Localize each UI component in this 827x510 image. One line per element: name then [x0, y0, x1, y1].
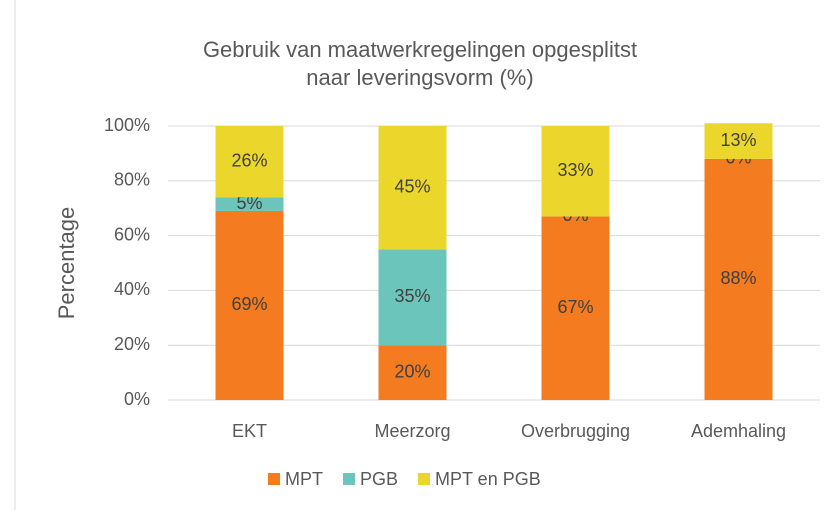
bar-segment: [378, 345, 447, 400]
legend-label: MPT: [285, 469, 323, 489]
chart-title: Gebruik van maatwerkregelingen opgesplit…: [202, 37, 638, 90]
bar-segment: [704, 123, 773, 159]
data-label: 69%: [231, 294, 267, 314]
data-label: 88%: [720, 268, 756, 288]
legend-label: PGB: [360, 469, 398, 489]
bar-segment: [541, 216, 610, 400]
data-label: 67%: [557, 297, 593, 317]
bar-segment: [704, 158, 773, 400]
data-label: 45%: [394, 176, 430, 196]
x-tick-label: Meerzorg: [374, 421, 450, 441]
bar-segment: [378, 126, 447, 250]
y-tick-label: 60%: [114, 224, 150, 244]
legend-swatch: [418, 473, 431, 485]
bar-segment: [215, 210, 284, 400]
y-tick-label: 100%: [104, 115, 150, 135]
legend-swatch: [343, 473, 355, 485]
bar-segment: [378, 249, 447, 346]
x-tick-label: EKT: [232, 421, 267, 441]
bar-segment: [541, 126, 610, 217]
legend-swatch: [268, 473, 280, 485]
y-tick-label: 20%: [114, 334, 150, 354]
x-tick-label: Ademhaling: [691, 421, 786, 441]
data-label: 20%: [394, 361, 430, 381]
bar-segment: [215, 197, 284, 211]
y-tick-label: 0%: [124, 389, 150, 409]
y-tick-label: 80%: [114, 170, 150, 190]
data-label: 13%: [720, 130, 756, 150]
data-label: 33%: [557, 160, 593, 180]
data-label: 5%: [236, 193, 262, 213]
legend-label: MPT en PGB: [435, 469, 541, 489]
data-label: 35%: [394, 286, 430, 306]
y-axis-label: Percentage: [54, 207, 79, 320]
data-label: 26%: [231, 150, 267, 170]
x-tick-label: Overbrugging: [521, 421, 630, 441]
chart-border: [14, 0, 16, 510]
bar-segment: [215, 126, 284, 198]
y-tick-label: 40%: [114, 279, 150, 299]
